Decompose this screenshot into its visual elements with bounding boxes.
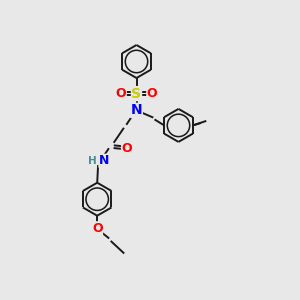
Text: S: S: [131, 87, 142, 100]
Text: O: O: [116, 87, 126, 100]
Text: H: H: [88, 156, 97, 166]
Text: O: O: [122, 142, 132, 155]
Text: O: O: [147, 87, 158, 100]
Text: N: N: [99, 154, 110, 167]
Text: O: O: [92, 222, 103, 235]
Text: N: N: [131, 103, 142, 117]
